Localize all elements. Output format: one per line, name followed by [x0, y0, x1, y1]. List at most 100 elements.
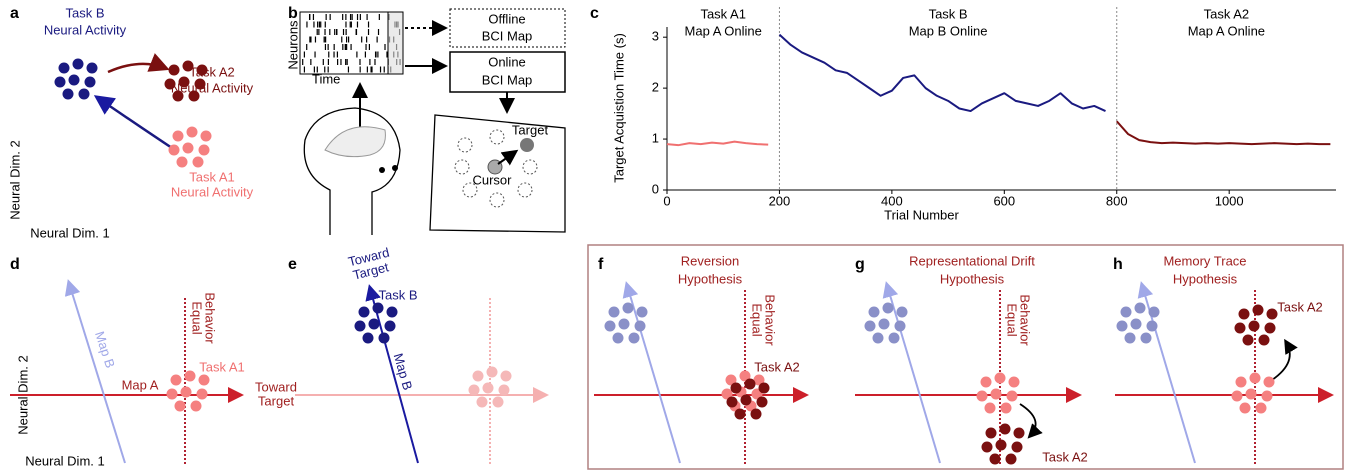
neuron-dot	[1134, 302, 1146, 314]
direction-label: Toward	[255, 379, 297, 394]
neuron-dot	[872, 332, 884, 344]
axis-label: Neural Dim. 1	[25, 453, 104, 468]
cluster-label: Task A2	[754, 359, 800, 374]
neuron-dot	[740, 394, 752, 406]
neuron-dot	[498, 384, 510, 396]
neuron-dot	[1011, 441, 1023, 453]
y-tick-label: 0	[652, 181, 659, 196]
neuron-dot	[476, 396, 488, 408]
neuron-dot	[864, 320, 876, 332]
neuron-dot	[72, 58, 84, 70]
hypothesis-title: Hypothesis	[940, 271, 1005, 286]
neuron-dot	[180, 386, 192, 398]
x-tick-label: 400	[881, 193, 903, 208]
box-label: Offline	[488, 11, 525, 26]
phase-title: Task A2	[1204, 6, 1250, 21]
neuron-dot	[604, 320, 616, 332]
cluster-label: Task A1	[189, 169, 235, 184]
neuron-dot	[384, 320, 396, 332]
neuron-dot	[166, 388, 178, 400]
neuron-dot	[1116, 320, 1128, 332]
phase-subtitle: Map B Online	[909, 23, 988, 38]
box-label: BCI Map	[482, 28, 533, 43]
neuron-dot	[1140, 332, 1152, 344]
neuron-dot	[492, 396, 504, 408]
cluster-label: Task A2	[1277, 299, 1323, 314]
neuron-dot	[358, 306, 370, 318]
neuron-dot	[1235, 376, 1247, 388]
x-tick-label: 0	[663, 193, 670, 208]
neuron-dot	[730, 382, 742, 394]
neuron-dot	[984, 402, 996, 414]
neuron-dot	[1146, 320, 1158, 332]
neuron-dot	[198, 144, 210, 156]
neuron-dot	[194, 78, 206, 90]
neuron-dot	[362, 332, 374, 344]
neuron-dot	[62, 88, 74, 100]
neuron-dot	[1252, 304, 1264, 316]
neuron-dot	[472, 370, 484, 382]
neuron-dot	[726, 396, 738, 408]
neuron-dot	[608, 306, 620, 318]
neuron-dot	[1231, 390, 1243, 402]
neuron-dot	[164, 78, 176, 90]
neuron-dot	[174, 400, 186, 412]
neuron-dot	[1245, 388, 1257, 400]
neuron-dot	[734, 408, 746, 420]
neuron-dot	[54, 76, 66, 88]
map-label: Map A	[122, 377, 159, 392]
equal-label: Equal	[190, 301, 205, 334]
x-tick-label: 600	[993, 193, 1015, 208]
neuron-dot	[184, 370, 196, 382]
cluster-label: Task B	[65, 5, 104, 20]
panel-label: a	[10, 5, 19, 22]
neuron-dot	[182, 60, 194, 72]
neuron-dot	[200, 130, 212, 142]
axis-label: Neural Dim. 1	[30, 225, 109, 240]
neuron-dot	[1000, 402, 1012, 414]
neuron-dot	[198, 374, 210, 386]
y-tick-label: 3	[652, 29, 659, 44]
box-label: Online	[488, 54, 526, 69]
neuron-dot	[168, 144, 180, 156]
cluster-label: Neural Activity	[171, 184, 254, 199]
cluster-label: Neural Activity	[171, 80, 254, 95]
neuron-dot	[170, 374, 182, 386]
hypothesis-title: Hypothesis	[678, 271, 743, 286]
hypothesis-title: Memory Trace	[1163, 253, 1246, 268]
phase-subtitle: Map A Online	[1188, 23, 1265, 38]
neuron-dot	[1249, 372, 1261, 384]
neuron-dot	[1263, 376, 1275, 388]
neuron-dot	[1148, 306, 1160, 318]
neuron-dot	[1005, 453, 1017, 465]
cluster-label: Task A1	[199, 359, 245, 374]
neuron-dot	[1120, 306, 1132, 318]
neural-clusters	[54, 58, 1278, 465]
y-tick-label: 2	[652, 80, 659, 95]
neuron-dot	[994, 372, 1006, 384]
neuron-dot	[753, 374, 765, 386]
y-tick-label: 1	[652, 131, 659, 146]
data-line	[666, 140, 769, 147]
neuron-dot	[178, 76, 190, 88]
cluster-label: Task A2	[189, 64, 235, 79]
neuron-dot	[981, 441, 993, 453]
neuron-dot	[1258, 334, 1270, 346]
phase-subtitle: Map A Online	[685, 23, 762, 38]
line-chart: 0 1 2 3 0 200 400 600 800 1000 Target Acquistion T…	[611, 6, 1336, 222]
neuron-dot	[86, 62, 98, 74]
x-tick-label: 200	[769, 193, 791, 208]
direction-label: Target	[258, 393, 295, 408]
screen-label: Cursor	[472, 172, 512, 187]
box-label: BCI Map	[482, 72, 533, 87]
neuron-dot	[1013, 427, 1025, 439]
panel-label: f	[598, 256, 604, 273]
neuron-dot	[58, 62, 70, 74]
screen-label: Target	[512, 122, 549, 137]
map-label: Map B	[92, 329, 118, 369]
neuron-dot	[721, 388, 733, 400]
raster-label: Neurons	[285, 20, 300, 70]
neuron-dot	[878, 318, 890, 330]
data-line	[1116, 120, 1331, 146]
equal-label: Behavior	[1018, 294, 1033, 346]
